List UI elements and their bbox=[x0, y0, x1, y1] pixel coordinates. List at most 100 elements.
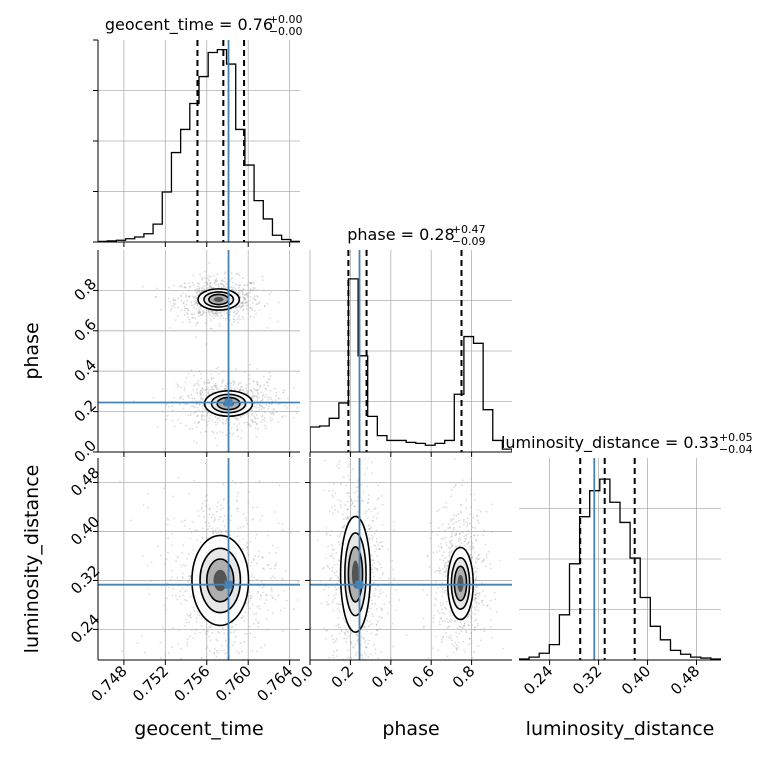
sample-point bbox=[474, 597, 477, 600]
sample-point bbox=[360, 653, 363, 656]
sample-point bbox=[441, 636, 444, 639]
sample-point bbox=[335, 665, 337, 667]
sample-point bbox=[441, 523, 444, 526]
sample-point bbox=[350, 504, 353, 506]
sample-point bbox=[478, 602, 480, 605]
sample-point bbox=[371, 536, 374, 539]
sample-point bbox=[154, 296, 157, 298]
sample-point bbox=[214, 279, 217, 282]
sample-point bbox=[201, 506, 203, 508]
sample-point bbox=[473, 534, 476, 537]
sample-point bbox=[445, 589, 448, 592]
sample-point bbox=[376, 620, 379, 623]
sample-point bbox=[393, 577, 395, 580]
sample-point bbox=[381, 503, 384, 506]
sample-point bbox=[375, 624, 378, 627]
sample-point bbox=[329, 534, 332, 537]
sample-point bbox=[205, 343, 208, 346]
sample-point bbox=[373, 566, 376, 569]
sample-point bbox=[347, 635, 350, 638]
panel-hist-luminosity_distance: luminosity_distance = 0.33 +0.05−0.04 bbox=[501, 431, 753, 665]
sample-point bbox=[445, 570, 448, 572]
sample-point bbox=[282, 589, 285, 592]
sample-point bbox=[467, 624, 470, 627]
sample-point bbox=[254, 421, 257, 424]
sample-point bbox=[444, 570, 447, 573]
sample-point bbox=[246, 283, 249, 286]
sample-point bbox=[471, 544, 474, 547]
sample-point bbox=[373, 665, 375, 667]
sample-point bbox=[167, 519, 169, 521]
sample-point bbox=[204, 521, 207, 524]
sample-point bbox=[218, 518, 220, 521]
sample-point bbox=[239, 388, 242, 391]
sample-point bbox=[247, 601, 250, 604]
sample-point bbox=[348, 478, 350, 481]
sample-point bbox=[254, 417, 257, 420]
sample-point bbox=[466, 517, 469, 520]
sample-point bbox=[439, 604, 442, 607]
sample-point bbox=[233, 381, 236, 384]
sample-point bbox=[183, 286, 186, 289]
sample-point bbox=[263, 411, 266, 414]
sample-point bbox=[180, 295, 182, 298]
sample-point bbox=[272, 596, 275, 599]
sample-point bbox=[249, 363, 252, 366]
sample-point bbox=[442, 506, 445, 509]
sample-point bbox=[249, 565, 252, 567]
sample-point bbox=[463, 624, 466, 627]
sample-point bbox=[350, 632, 353, 635]
sample-point bbox=[337, 499, 340, 501]
sample-point bbox=[165, 558, 168, 561]
sample-point bbox=[346, 656, 349, 659]
sample-point bbox=[356, 510, 359, 513]
sample-point bbox=[225, 651, 228, 654]
sample-point bbox=[203, 619, 206, 622]
sample-point bbox=[245, 292, 248, 295]
sample-point bbox=[249, 389, 252, 392]
sample-point bbox=[459, 625, 462, 628]
sample-point bbox=[215, 313, 218, 316]
sample-point bbox=[477, 521, 480, 524]
sample-point bbox=[479, 628, 482, 631]
sample-point bbox=[261, 418, 264, 421]
sample-point bbox=[215, 277, 218, 280]
sample-point bbox=[229, 311, 232, 314]
sample-point bbox=[251, 420, 254, 423]
sample-point bbox=[188, 621, 191, 623]
sample-point bbox=[350, 498, 353, 500]
sample-point bbox=[357, 496, 359, 498]
sample-point bbox=[204, 311, 207, 314]
sample-point bbox=[223, 652, 226, 655]
sample-point bbox=[483, 558, 486, 560]
sample-point bbox=[337, 466, 340, 469]
sample-point bbox=[172, 495, 175, 498]
sample-point bbox=[258, 406, 261, 409]
sample-point bbox=[339, 500, 342, 503]
sample-point bbox=[185, 564, 187, 567]
sample-point bbox=[215, 424, 218, 426]
sample-point bbox=[193, 397, 196, 400]
sample-point bbox=[277, 397, 280, 400]
sample-point bbox=[176, 315, 179, 317]
sample-point bbox=[373, 544, 376, 547]
sample-point bbox=[216, 388, 219, 391]
sample-point bbox=[458, 625, 461, 628]
histogram-bins bbox=[98, 48, 300, 242]
sample-point bbox=[205, 388, 207, 391]
sample-point bbox=[336, 510, 339, 513]
sample-point bbox=[252, 289, 255, 291]
sample-point bbox=[463, 535, 465, 538]
sample-point bbox=[482, 534, 485, 537]
sample-point bbox=[254, 410, 257, 413]
sample-point bbox=[223, 284, 226, 287]
sample-point bbox=[355, 634, 358, 637]
sample-point bbox=[214, 312, 217, 315]
sample-point bbox=[142, 504, 145, 507]
sample-point bbox=[224, 385, 227, 388]
panel-2d-phase-vs-luminosity_distance bbox=[305, 458, 512, 667]
sample-point bbox=[183, 305, 186, 308]
sample-point bbox=[195, 307, 198, 310]
sample-point bbox=[467, 542, 470, 544]
sample-point bbox=[361, 656, 364, 659]
